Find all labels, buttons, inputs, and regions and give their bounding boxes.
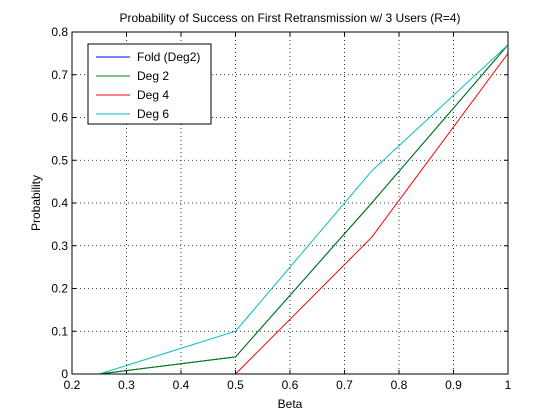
legend-label: Deg 6: [137, 107, 169, 121]
x-tick-label: 0.6: [282, 378, 299, 392]
y-tick-label: 0.5: [51, 153, 68, 167]
legend-items: Fold (Deg2) Deg 2 Deg 4 Deg 6: [96, 50, 200, 121]
series-lines: [99, 44, 509, 375]
chart-title: Probability of Success on First Retransm…: [119, 11, 460, 25]
y-axis-title: Probability: [29, 175, 43, 231]
y-tick-labels: 0 0.1 0.2 0.3 0.4 0.5 0.6 0.7 0.8: [51, 25, 68, 381]
x-tick-label: 1: [505, 378, 512, 392]
x-tick-label: 0.3: [118, 378, 135, 392]
x-tick-label: 0.9: [445, 378, 462, 392]
legend-label: Deg 2: [137, 69, 169, 83]
axis-ticks: [71, 31, 509, 375]
x-tick-labels: 0.2 0.3 0.4 0.5 0.6 0.7 0.8 0.9 1: [64, 378, 512, 392]
x-tick-label: 0.4: [173, 378, 190, 392]
x-tick-label: 0.5: [227, 378, 244, 392]
series-line-2: [99, 44, 509, 375]
y-tick-label: 0.3: [51, 239, 68, 253]
y-tick-label: 0.8: [51, 25, 68, 39]
legend-label: Fold (Deg2): [137, 50, 200, 64]
y-tick-label: 0.2: [51, 282, 68, 296]
y-tick-label: 0.4: [51, 196, 68, 210]
series-line-4: [99, 44, 509, 375]
legend: Fold (Deg2) Deg 2 Deg 4 Deg 6: [87, 43, 212, 125]
x-axis-title: Beta: [278, 397, 303, 411]
x-tick-label: 0.8: [391, 378, 408, 392]
legend-label: Deg 4: [137, 88, 169, 102]
y-tick-label: 0.7: [51, 68, 68, 82]
y-tick-label: 0.6: [51, 111, 68, 125]
x-tick-label: 0.2: [64, 378, 81, 392]
x-tick-label: 0.7: [336, 378, 353, 392]
y-tick-label: 0.1: [51, 324, 68, 338]
y-tick-label: 0: [61, 367, 68, 381]
series-line-3: [235, 53, 509, 375]
